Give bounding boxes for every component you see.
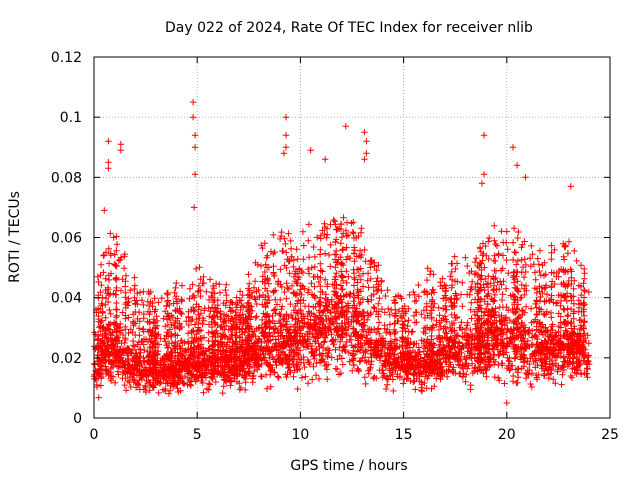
y-tick-labels: 0 0.02 0.04 0.06 0.08 0.1 0.12 [51,50,82,427]
x-axis-label: GPS time / hours [290,458,407,474]
plot-border [93,56,611,419]
x-tick-label: 20 [498,427,516,443]
y-tick-label: 0.08 [51,170,82,186]
x-tick-label: 15 [395,427,413,443]
y-tick-label: 0.04 [51,291,82,307]
axes [93,56,611,419]
roti-marker-cloud [90,98,593,407]
y-tick-label: 0.12 [51,50,82,66]
y-tick-label: 0.1 [60,110,82,126]
y-tick-label: 0.06 [51,231,82,247]
y-tick-label: 0.02 [51,351,82,367]
chart-title: Day 022 of 2024, Rate Of TEC Index for r… [165,20,533,36]
y-tick-label: 0 [73,411,82,427]
x-tick-label: 5 [193,427,202,443]
y-axis-label: ROTI / TECUs [7,191,23,283]
x-tick-label: 25 [601,427,619,443]
data-points [90,98,593,407]
x-tick-label: 0 [90,427,99,443]
x-tick-labels: 0 5 10 15 20 25 [90,427,619,443]
x-tick-label: 10 [291,427,309,443]
